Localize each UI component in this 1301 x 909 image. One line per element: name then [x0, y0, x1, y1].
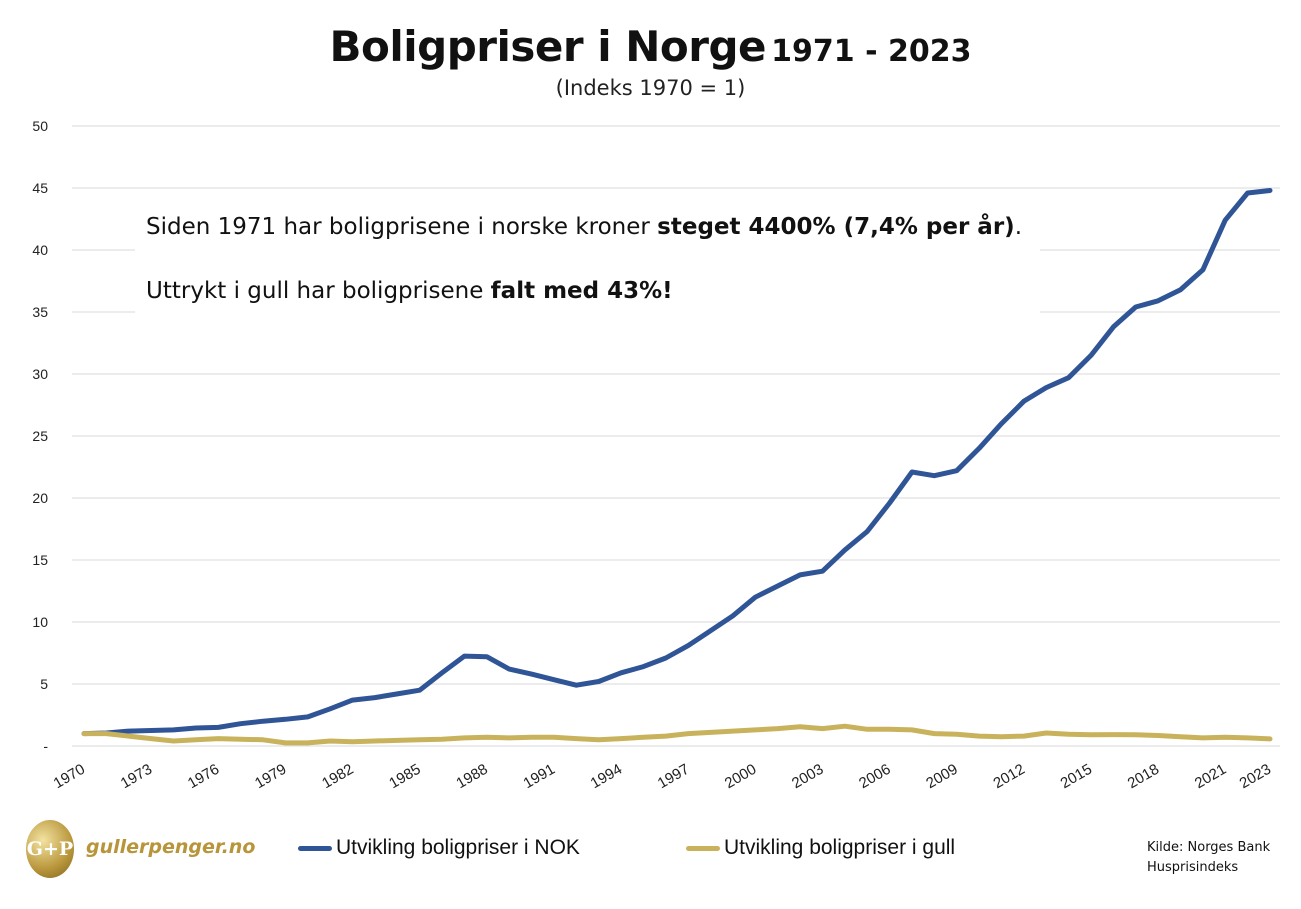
- y-tick-label: 10: [32, 614, 48, 630]
- x-tick-label: 1970: [51, 761, 88, 792]
- y-tick-label: 50: [32, 118, 48, 134]
- legend-swatch-nok: [298, 845, 332, 851]
- chart-title-main: Boligpriser i Norge: [329, 22, 767, 71]
- annotation-line2-bold: falt med 43%!: [490, 278, 673, 304]
- x-tick-label: 1988: [453, 761, 490, 792]
- legend: Utvikling boligpriser i NOK Utvikling bo…: [0, 836, 1301, 866]
- legend-item-gull: Utvikling boligpriser i gull: [686, 836, 955, 860]
- x-tick-label: 1973: [118, 761, 155, 792]
- source-note: Kilde: Norges Bank Husprisindeks: [1147, 838, 1270, 878]
- chart-subtitle: (Indeks 1970 = 1): [555, 76, 746, 100]
- logo-text: gullerpenger.no: [86, 836, 256, 858]
- x-tick-label: 1982: [319, 761, 356, 792]
- x-tick-label: 2021: [1192, 761, 1229, 792]
- y-tick-label: 25: [32, 428, 48, 444]
- x-tick-label: 1991: [521, 761, 558, 792]
- legend-swatch-gull: [686, 845, 720, 851]
- logo: G+P gullerpenger.no: [26, 818, 255, 882]
- y-tick-label: 20: [32, 490, 48, 506]
- series-line-nok: [81, 188, 1273, 737]
- y-tick-label: -: [43, 738, 48, 754]
- x-tick-label: 2003: [789, 761, 826, 792]
- x-tick-label: 2006: [856, 761, 893, 792]
- legend-label-gull: Utvikling boligpriser i gull: [724, 836, 956, 859]
- x-tick-label: 1985: [386, 761, 423, 792]
- chart-title-range: 1971 - 2023: [771, 34, 972, 69]
- x-tick-label: 2018: [1125, 761, 1162, 792]
- x-tick-label: 2023: [1237, 761, 1274, 792]
- x-tick-label: 2009: [923, 761, 960, 792]
- annotation-line2-prefix: Uttrykt i gull har boligprisene: [146, 278, 491, 304]
- annotation-line1-bold: steget 4400% (7,4% per år): [657, 214, 1015, 240]
- legend-item-nok: Utvikling boligpriser i NOK: [298, 836, 580, 860]
- y-tick-label: 30: [32, 366, 48, 382]
- y-axis-ticks: - 5 10 15 20 25 30 35 40 45 50: [32, 118, 48, 754]
- x-tick-label: 1994: [588, 761, 625, 792]
- y-tick-label: 45: [32, 180, 48, 196]
- x-axis-ticks: 1970 1973 1976 1979 1982 1985 1988 1991 1994 1997…: [51, 761, 1274, 792]
- logo-mark: G+P: [26, 820, 74, 878]
- y-tick-label: 40: [32, 242, 48, 258]
- y-tick-label: 5: [40, 676, 48, 692]
- x-tick-label: 2015: [1058, 761, 1095, 792]
- annotation-line-nok: Siden 1971 har boligprisene i norske kro…: [146, 214, 1022, 240]
- series-lines: [81, 188, 1273, 746]
- y-tick-label: 15: [32, 552, 48, 568]
- source-line-2: Husprisindeks: [1147, 860, 1239, 875]
- annotation-line1-prefix: Siden 1971 har boligprisene i norske kro…: [146, 214, 658, 240]
- series-line-gull: [81, 723, 1273, 746]
- source-line-1: Kilde: Norges Bank: [1147, 840, 1271, 855]
- chart-title: Boligpriser i Norge 1971 - 2023: [0, 22, 1301, 71]
- annotation-box: Siden 1971 har boligprisene i norske kro…: [135, 200, 1040, 320]
- annotation-line-gull: Uttrykt i gull har boligprisene falt med…: [146, 278, 673, 304]
- x-tick-label: 2000: [722, 761, 759, 792]
- annotation-line1-suffix: .: [1014, 214, 1022, 240]
- legend-label-nok: Utvikling boligpriser i NOK: [336, 836, 580, 859]
- x-tick-label: 1976: [185, 761, 222, 792]
- x-tick-label: 2012: [990, 761, 1027, 792]
- y-tick-label: 35: [32, 304, 48, 320]
- x-tick-label: 1997: [655, 761, 692, 792]
- x-tick-label: 1979: [252, 761, 289, 792]
